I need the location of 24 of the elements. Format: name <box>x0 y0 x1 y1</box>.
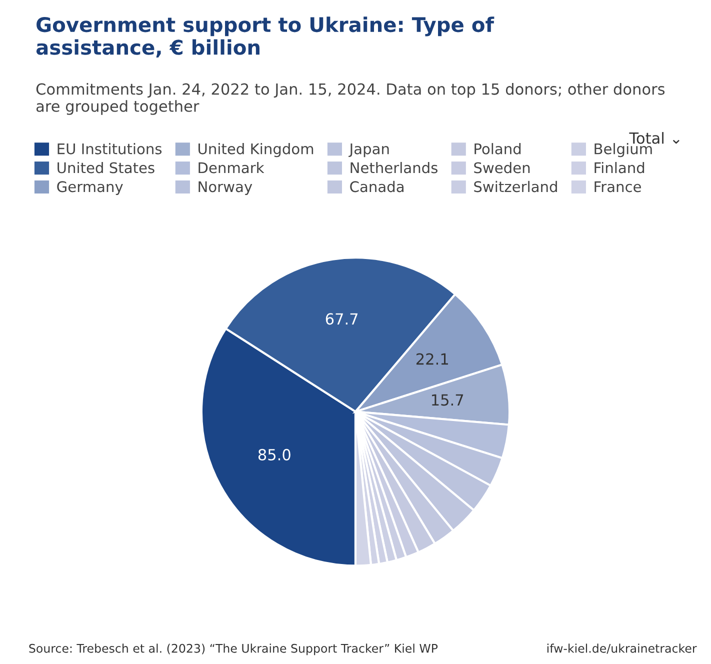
legend-label: Sweden <box>474 162 530 174</box>
legend-label: EU Institutions <box>58 143 162 154</box>
legend-label: Poland <box>474 143 521 154</box>
data-label: 22.1 <box>416 353 448 365</box>
data-label: 67.7 <box>326 313 358 325</box>
legend-label: United States <box>58 162 154 174</box>
legend-label: Finland <box>594 162 644 174</box>
legend-label: Canada <box>350 180 404 192</box>
legend-label: Japan <box>348 143 389 158</box>
legend-label: Belgium <box>594 143 652 158</box>
chart-title: Government support to Ukraine: Type of assistance, € billion <box>36 16 494 58</box>
legend-label: Switzerland <box>474 180 557 192</box>
legend-label: Germany <box>57 181 123 196</box>
text: Total ⌄ <box>629 132 680 144</box>
legend-label: Netherlands <box>350 162 438 174</box>
source-note: Source: Trebesch et al. (2023) “The Ukraine Support Tracker” Kiel WP <box>29 644 438 656</box>
text: ifw-kiel.de/ukrainetracker <box>547 644 697 654</box>
legend-label: Denmark <box>198 162 264 174</box>
legend-label: United Kingdom <box>198 143 314 158</box>
data-label: 15.7 <box>432 394 464 406</box>
legend-label: France <box>594 181 641 192</box>
legend-label: Norway <box>198 181 252 196</box>
data-label: 85.0 <box>258 448 290 460</box>
chart-subtitle: Commitments Jan. 24, 2022 to Jan. 15, 2024. Data on top 15 donors; other donors are grouped together <box>36 83 665 115</box>
